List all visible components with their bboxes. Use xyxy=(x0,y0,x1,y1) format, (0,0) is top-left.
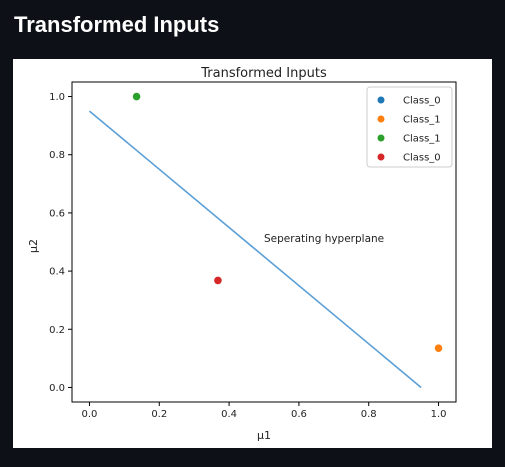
y-tick-label: 0.2 xyxy=(49,325,65,336)
legend-box xyxy=(366,86,453,168)
legend-marker xyxy=(377,115,385,123)
scatter-chart: Transformed Inputs μ1 μ2 0.0 0.2 0.4 0.6 0.8… xyxy=(27,66,457,442)
legend-label: Class_1 xyxy=(403,115,441,126)
page-heading: Transformed Inputs xyxy=(14,12,220,37)
data-point xyxy=(214,276,222,285)
plot-area: 0.0 0.2 0.4 0.6 0.8 1.0 0.0 0.2 0.4 0.6 0.8 1.0 Sepe… xyxy=(49,92,446,420)
x-tick-label: 0.8 xyxy=(361,409,377,420)
y-tick-label: 0.0 xyxy=(49,383,65,394)
y-axis-label: μ2 xyxy=(27,239,40,253)
x-tick-label: 0.0 xyxy=(82,409,98,420)
legend-marker xyxy=(377,153,385,161)
data-point xyxy=(434,344,443,352)
chart-title: Transformed Inputs xyxy=(200,66,327,81)
x-tick-label: 0.4 xyxy=(221,409,237,420)
x-tick-label: 0.2 xyxy=(151,409,167,420)
legend-label: Class_0 xyxy=(403,96,441,107)
annotation-label: Seperating hyperplane xyxy=(264,233,384,245)
y-tick-label: 0.8 xyxy=(49,150,65,161)
y-tick-label: 1.0 xyxy=(49,92,65,103)
x-axis-label: μ1 xyxy=(257,429,271,442)
y-tick-label: 0.6 xyxy=(49,208,65,219)
hyperplane-line xyxy=(88,110,422,389)
legend-label: Class_1 xyxy=(403,134,441,145)
data-point xyxy=(132,92,141,101)
y-tick-label: 0.4 xyxy=(49,267,65,278)
legend-marker xyxy=(377,134,385,142)
plot-frame xyxy=(71,81,457,403)
chart-legend: Class_0 Class_1 Class_1 Class_0 xyxy=(366,86,453,168)
legend-marker xyxy=(377,96,385,104)
x-tick-label: 0.6 xyxy=(291,409,307,420)
legend-label: Class_0 xyxy=(403,153,441,164)
chart-figure: Transformed Inputs μ1 μ2 0.0 0.2 0.4 0.6 0.8… xyxy=(13,59,492,448)
x-tick-label: 1.0 xyxy=(431,409,447,420)
